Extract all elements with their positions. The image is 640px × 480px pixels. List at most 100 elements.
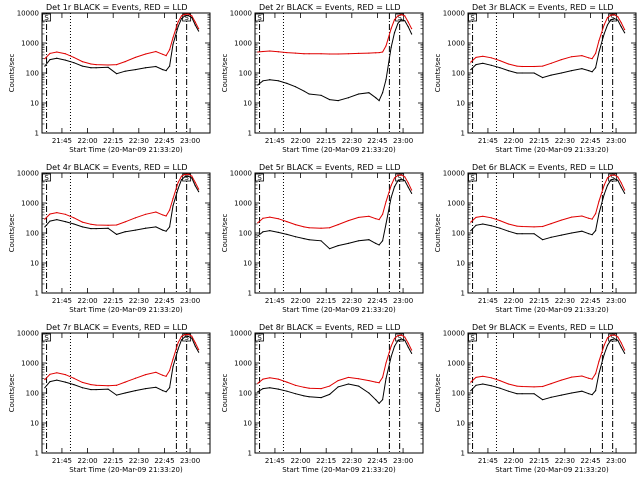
events-series-point: [187, 14, 189, 17]
lld-series-point: [475, 216, 477, 219]
lld-series-point: [397, 334, 399, 337]
lld-series-point: [603, 344, 605, 346]
y-tick-label: 1000: [447, 200, 465, 208]
lld-series-point: [337, 53, 339, 55]
events-series-point: [168, 226, 171, 228]
lld-series-point: [286, 220, 288, 223]
lld-series-point: [571, 56, 573, 58]
lld-series-point: [581, 55, 583, 57]
lld-series-point: [90, 384, 92, 386]
events-series: [257, 19, 413, 102]
lld-series-point: [588, 57, 590, 59]
lld-series-point: [165, 375, 167, 377]
lld-series-point: [329, 385, 331, 387]
events-series-point: [591, 394, 593, 396]
events-series-point: [134, 68, 136, 71]
x-axis-label: Start Time (20-Mar-09 21:33:20): [495, 306, 609, 314]
y-tick-label: 10000: [17, 10, 39, 18]
lld-series-point: [378, 382, 380, 384]
lld-series-point: [407, 182, 409, 184]
lld-series-point: [165, 55, 167, 57]
events-series-point: [56, 218, 58, 221]
events-series-point: [184, 176, 186, 178]
events-series-point: [411, 33, 413, 35]
events-series-point: [411, 352, 413, 354]
events-series-point: [542, 77, 544, 79]
events-series-point: [337, 245, 339, 247]
x-tick-label: 22:45: [367, 137, 387, 145]
events-series-point: [194, 24, 196, 26]
lld-series-point: [588, 377, 590, 379]
lld-series-point: [180, 175, 183, 177]
lld-series-point: [303, 386, 305, 388]
events-series-point: [180, 179, 183, 181]
lld-series-point: [155, 50, 157, 53]
lld-series-point: [257, 382, 259, 384]
panel-title: Det 3r BLACK = Events, RED = LLD: [472, 3, 614, 12]
lld-series-point: [381, 213, 384, 215]
events-series-point: [116, 233, 118, 235]
lld-series-point: [393, 177, 396, 179]
events-series-point: [516, 233, 518, 235]
lld-series-point: [124, 381, 126, 383]
panel-det7: Det 7r BLACK = Events, RED = LLD 1 10 100 10…: [8, 323, 211, 474]
events-series-point: [624, 352, 626, 354]
x-tick-label: 22:15: [316, 457, 336, 465]
events-series-point: [603, 354, 605, 356]
panel-title: Det 9r BLACK = Events, RED = LLD: [472, 323, 614, 332]
y-tick-label: 10000: [230, 170, 252, 178]
events-series-point: [177, 348, 179, 350]
x-axis-label: Start Time (20-Mar-09 21:33:20): [282, 146, 396, 154]
lld-series-point: [490, 377, 492, 379]
y-axis-label: Counts/sec: [434, 214, 442, 253]
lld-series-point: [49, 52, 51, 55]
lld-series-point: [107, 385, 109, 387]
events-series-point: [550, 396, 552, 398]
events-series-point: [603, 194, 605, 196]
events-series-point: [168, 65, 171, 67]
x-axis-label: Start Time (20-Mar-09 21:33:20): [495, 146, 609, 154]
events-series-point: [378, 100, 380, 102]
lld-series-point: [397, 174, 399, 176]
y-axis-label: Counts/sec: [434, 54, 442, 93]
y-tick-label: 1: [248, 450, 252, 458]
lld-series-point: [168, 49, 171, 51]
events-series-point: [257, 84, 259, 86]
lld-series: [257, 174, 413, 229]
lld-series-point: [533, 65, 535, 68]
events-series-point: [347, 242, 349, 245]
events-series-point: [320, 94, 322, 96]
lld-series-point: [499, 219, 501, 222]
lld-series-point: [516, 65, 518, 67]
lld-series-point: [624, 28, 626, 31]
events-series-point: [81, 65, 84, 67]
events-series-point: [347, 97, 349, 99]
lld-series-point: [116, 224, 118, 226]
lld-series-point: [269, 50, 271, 52]
panel-title: Det 2r BLACK = Events, RED = LLD: [259, 3, 401, 12]
y-tick-label: 10000: [443, 170, 465, 178]
events-series-point: [44, 65, 46, 67]
events-series-point: [404, 179, 406, 182]
events-series-point: [165, 70, 167, 72]
marker-box: [255, 13, 264, 22]
lld-series-point: [107, 64, 109, 66]
y-tick-label: 10: [30, 420, 39, 428]
lld-series-point: [172, 37, 174, 39]
events-series-point: [81, 387, 84, 389]
events-series-point: [73, 223, 75, 225]
events-series-point: [591, 71, 593, 73]
lld-series-point: [257, 51, 259, 53]
lld-series-point: [368, 215, 370, 217]
x-tick-label: 23:00: [180, 297, 200, 305]
events-series-point: [385, 223, 387, 225]
lld-series-point: [385, 362, 387, 364]
lld-series-point: [499, 379, 501, 382]
events-series-point: [378, 244, 380, 246]
events-series-point: [81, 226, 84, 228]
lld-series-point: [257, 222, 259, 224]
events-series-point: [598, 372, 600, 375]
panel-det2: Det 2r BLACK = Events, RED = LLD 1 10 100 10…: [221, 3, 424, 154]
lld-series-point: [172, 358, 174, 360]
y-tick-label: 10000: [443, 330, 465, 338]
